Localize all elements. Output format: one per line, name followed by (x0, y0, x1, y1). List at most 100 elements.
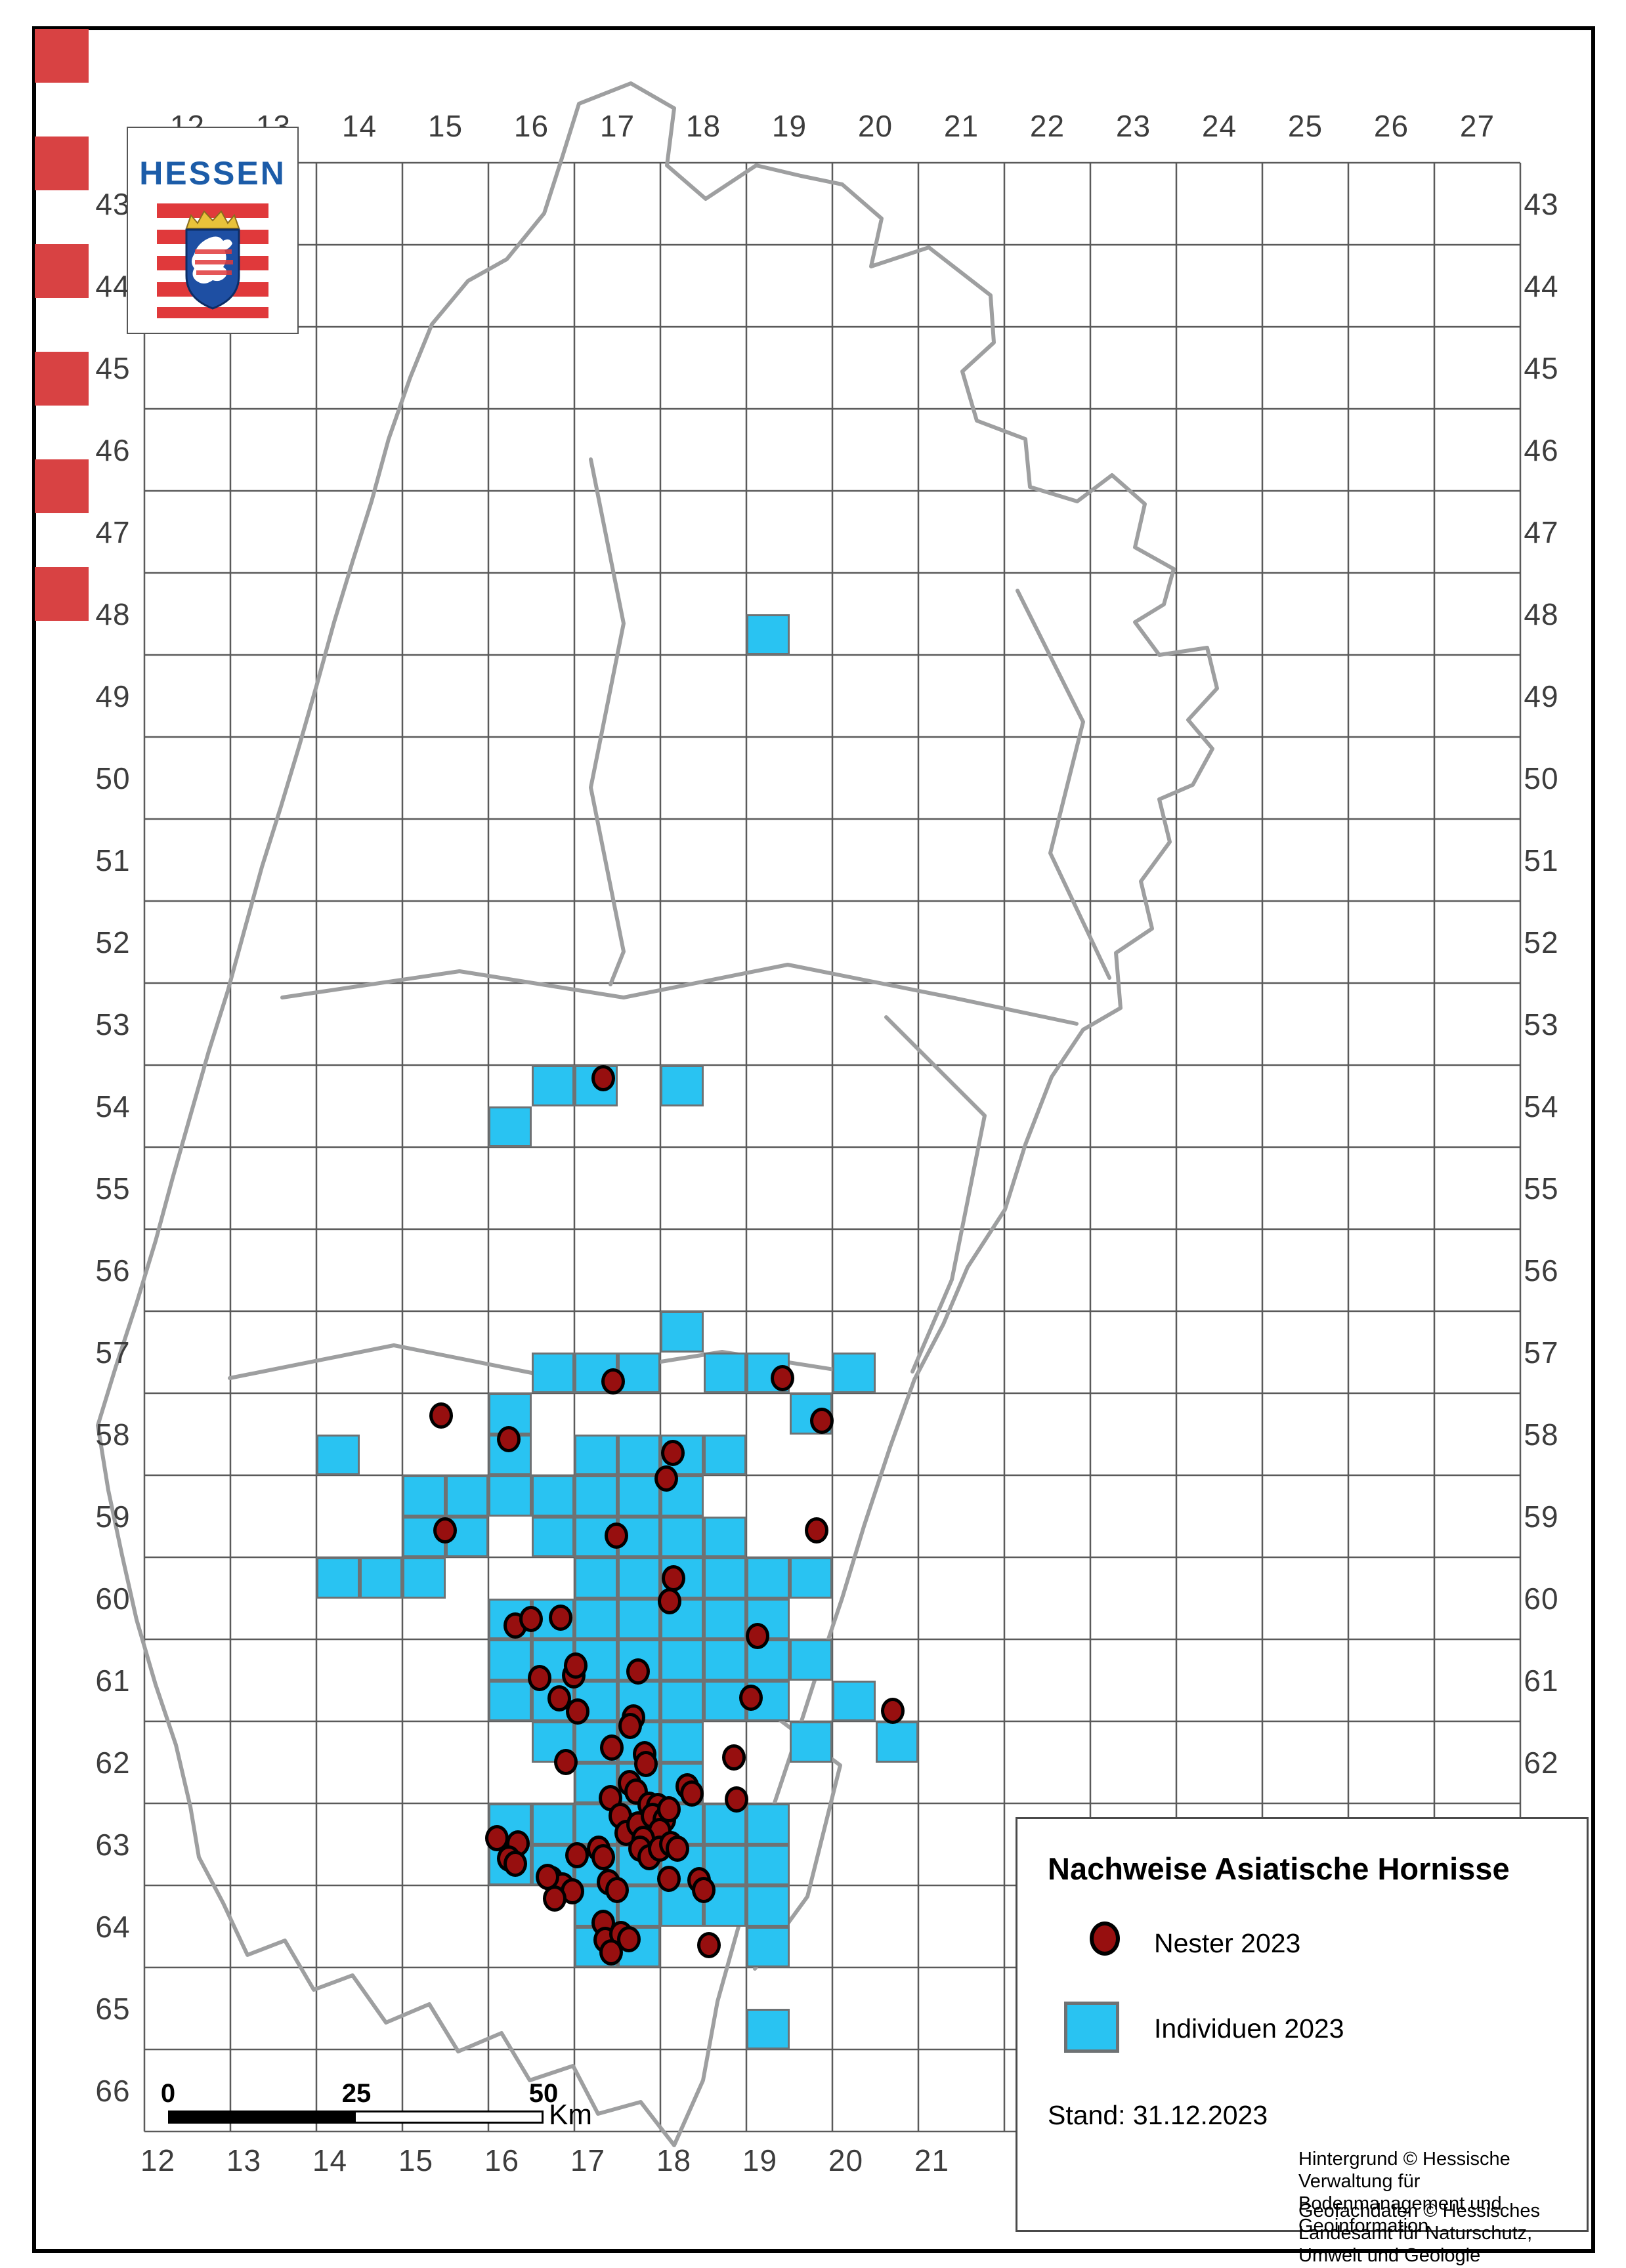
individuen-cell (703, 1434, 746, 1475)
grid-col-label-top: 27 (1459, 109, 1495, 143)
grid-col-label-top: 22 (1029, 109, 1065, 143)
individuen-cell (660, 1065, 704, 1106)
grid-row-label-left: 62 (95, 1745, 131, 1780)
grid-col-label-bottom: 13 (226, 2143, 262, 2177)
nester-dot (554, 1749, 578, 1775)
individuen-cell (746, 1926, 790, 1967)
nester-dot (600, 1734, 624, 1761)
individuen-cell (660, 1721, 704, 1763)
individuen-cell (488, 1475, 532, 1517)
individuen-cell (574, 1475, 618, 1517)
grid-col-label-top: 24 (1201, 109, 1237, 143)
individuen-cell (617, 1434, 660, 1475)
nester-dot (805, 1517, 828, 1544)
grid-row-label-right: 43 (1524, 186, 1559, 221)
district-boundary (884, 1015, 987, 1374)
individuen-legend-icon (1064, 2002, 1119, 2053)
individuen-cell (660, 1475, 704, 1517)
grid-row-label-left: 48 (95, 597, 131, 631)
grid-col-label-bottom: 16 (484, 2143, 520, 2177)
individuen-cell (359, 1557, 402, 1599)
red-strip-square (35, 459, 89, 513)
individuen-cell (660, 1680, 704, 1721)
grid-col-label-top: 18 (685, 109, 721, 143)
map-outer-frame (32, 26, 1595, 2253)
individuen-cell (746, 1844, 790, 1885)
grid-row-label-left: 50 (95, 761, 131, 795)
individuen-cell (703, 1639, 746, 1681)
individuen-cell (574, 1434, 618, 1475)
individuen-cell (574, 1516, 618, 1557)
individuen-cell (703, 1557, 746, 1599)
grid-row-label-left: 43 (95, 186, 131, 221)
individuen-cell (746, 1557, 790, 1599)
grid-col-label-bottom: 19 (742, 2143, 778, 2177)
nester-dot (697, 1932, 721, 1958)
individuen-cell (488, 1639, 532, 1681)
grid-row-label-left: 60 (95, 1581, 131, 1616)
legend-date-stand: Stand: 31.12.2023 (1048, 2100, 1268, 2130)
individuen-cell (574, 1598, 618, 1639)
grid-col-label-bottom: 21 (914, 2143, 950, 2177)
grid-row-label-left: 64 (95, 1909, 131, 1944)
district-boundary (589, 457, 626, 986)
nester-dot (662, 1565, 685, 1591)
grid-col-label-bottom: 15 (398, 2143, 434, 2177)
individuen-cell (617, 1352, 660, 1393)
grid-row-label-right: 46 (1524, 432, 1559, 467)
grid-col-label-top: 16 (513, 109, 549, 143)
individuen-cell (832, 1680, 876, 1721)
nester-dot (722, 1744, 746, 1771)
lion-icon (192, 236, 233, 284)
grid-row-label-left: 51 (95, 843, 131, 877)
grid-row-label-left: 46 (95, 432, 131, 467)
grid-row-label-left: 57 (95, 1335, 131, 1370)
individuen-cell (746, 1885, 790, 1927)
individuen-cell (531, 1516, 574, 1557)
individuen-cell (703, 1598, 746, 1639)
nester-dot (599, 1939, 623, 1965)
grid-row-label-left: 56 (95, 1253, 131, 1288)
nester-dot (680, 1780, 704, 1807)
grid-row-label-left: 47 (95, 514, 131, 549)
nester-dot (433, 1517, 457, 1544)
red-strip-square (35, 567, 89, 621)
nester-dot (666, 1836, 689, 1862)
nester-dot (605, 1877, 629, 1903)
individuen-cell (531, 1352, 574, 1393)
scale-label-25: 25 (341, 2079, 372, 2108)
grid-row-label-right: 45 (1524, 350, 1559, 385)
individuen-cell (488, 1680, 532, 1721)
grid-row-label-right: 59 (1524, 1499, 1559, 1534)
grid-row-label-right: 55 (1524, 1171, 1559, 1206)
grid-row-label-right: 50 (1524, 761, 1559, 795)
nester-dot (429, 1402, 453, 1429)
nester-dot (618, 1713, 642, 1739)
grid-row-label-right: 58 (1524, 1417, 1559, 1452)
red-strip-square (35, 352, 89, 406)
nester-dot (658, 1588, 681, 1614)
nester-dot (810, 1408, 834, 1434)
grid-col-label-top: 17 (599, 109, 635, 143)
grid-row-label-left: 58 (95, 1417, 131, 1452)
nester-dot (601, 1368, 625, 1395)
grid-row-label-right: 61 (1524, 1663, 1559, 1698)
individuen-cell (531, 1065, 574, 1106)
nester-dot (591, 1844, 615, 1870)
nester-dot (503, 1851, 527, 1877)
individuen-cell (402, 1557, 446, 1599)
scale-label-0: 0 (160, 2079, 176, 2108)
grid-row-label-right: 62 (1524, 1745, 1559, 1780)
nester-dot (519, 1606, 543, 1632)
individuen-cell (703, 1516, 746, 1557)
grid-col-label-top: 15 (427, 109, 463, 143)
grid-col-label-bottom: 12 (140, 2143, 176, 2177)
grid-row-label-right: 48 (1524, 597, 1559, 631)
individuen-cell (617, 1475, 660, 1517)
individuen-cell (789, 1639, 832, 1681)
grid-row-label-left: 45 (95, 350, 131, 385)
individuen-cell (789, 1557, 832, 1599)
individuen-cell (746, 2008, 790, 2049)
grid-col-label-top: 21 (943, 109, 979, 143)
nester-dot (657, 1866, 681, 1892)
